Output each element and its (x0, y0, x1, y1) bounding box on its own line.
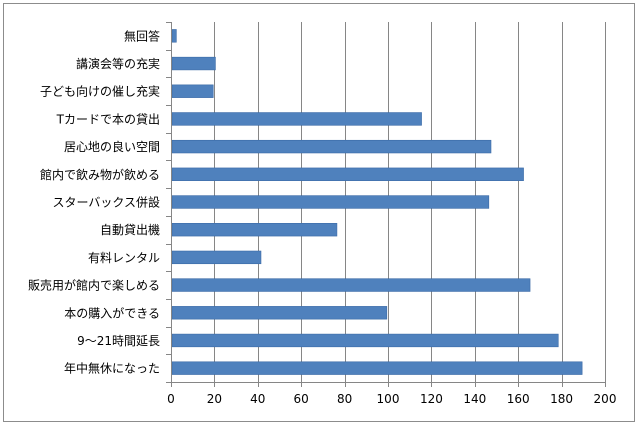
x-tick-label-0: 0 (167, 392, 175, 406)
category-label-6: スターバックス併設 (52, 195, 160, 210)
x-tick-label-20: 20 (207, 392, 222, 406)
category-label-3: Tカードで本の貸出 (56, 111, 160, 126)
axes (166, 22, 606, 387)
x-tick-label-140: 140 (463, 392, 486, 406)
category-label-9: 販売用が館内で楽しめる (28, 278, 160, 293)
category-label-5: 館内で飲み物が飲める (40, 167, 160, 182)
x-tick-label-200: 200 (594, 392, 617, 406)
category-label-11: 9～21時間延長 (77, 334, 160, 348)
bar-8 (171, 250, 262, 265)
x-tick-label-120: 120 (420, 392, 443, 406)
chart-frame (3, 3, 635, 422)
bar-12 (171, 361, 583, 375)
bar-7 (171, 223, 338, 237)
bar-9 (171, 278, 531, 292)
bar-10 (171, 306, 388, 320)
category-label-4: 居心地の良い空間 (64, 139, 160, 154)
category-label-2: 子ども向けの催し充実 (40, 84, 160, 99)
gridlines (214, 22, 606, 382)
x-tick-labels: 0 20 40 60 80 100 120 140 160 180 200 (167, 392, 616, 406)
bar-1 (171, 56, 216, 71)
x-tick-label-180: 180 (550, 392, 573, 406)
x-tick-label-80: 80 (337, 392, 352, 406)
x-tick-label-40: 40 (250, 392, 265, 406)
bar-5 (171, 167, 524, 181)
bar-0 (171, 29, 177, 43)
category-label-7: 自動貸出機 (100, 222, 160, 237)
bar-4 (171, 139, 492, 154)
x-tick-label-60: 60 (294, 392, 309, 406)
x-tick-label-100: 100 (377, 392, 400, 406)
category-label-0: 無回答 (124, 28, 160, 43)
bar-6 (171, 195, 490, 209)
category-label-12: 年中無休になった (64, 361, 160, 376)
bars (171, 29, 583, 375)
bar-11 (171, 333, 559, 348)
category-label-1: 講演会等の充実 (76, 56, 160, 71)
category-label-10: 本の購入ができる (64, 305, 160, 320)
bar-2 (171, 84, 214, 98)
x-tick-label-160: 160 (507, 392, 530, 406)
bar-3 (171, 112, 422, 126)
category-label-8: 有料レンタル (88, 251, 160, 265)
